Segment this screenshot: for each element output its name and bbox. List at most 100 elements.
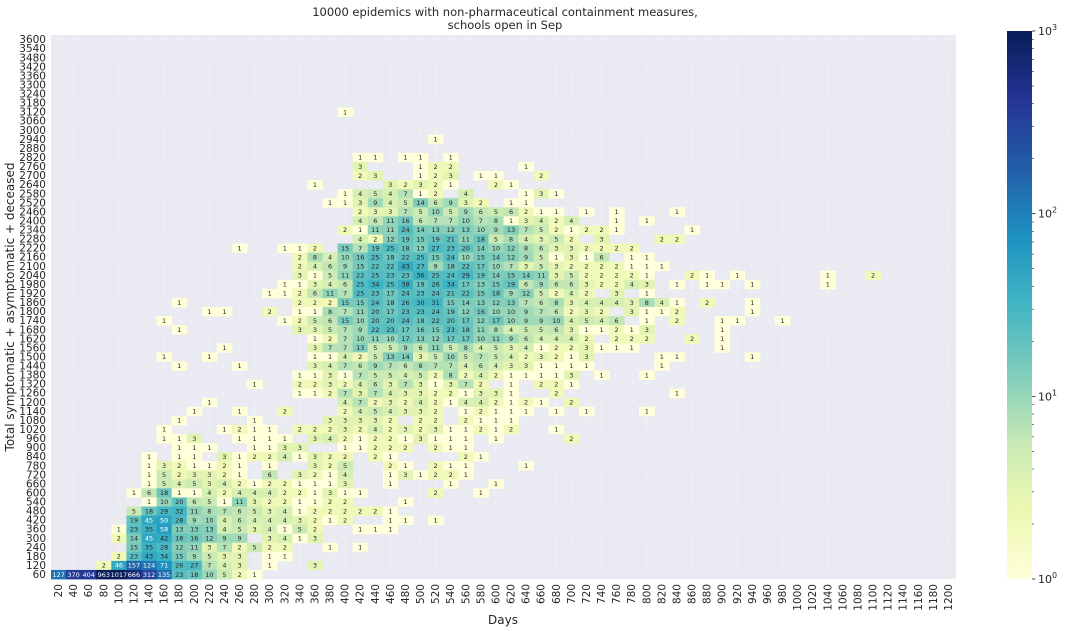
cell-value: 23 bbox=[175, 571, 183, 579]
zero-cell-value: 0 bbox=[404, 572, 408, 578]
heatmap-cell bbox=[699, 279, 716, 290]
zero-cell-value: 0 bbox=[886, 47, 890, 53]
zero-cell-value: 0 bbox=[374, 137, 378, 143]
cell-value: 13 bbox=[507, 299, 515, 307]
heatmap-cell bbox=[413, 370, 429, 380]
heatmap-cell bbox=[594, 316, 610, 326]
zero-cell-value: 0 bbox=[690, 282, 694, 288]
heatmap-cell bbox=[201, 560, 218, 571]
heatmap-cell bbox=[367, 288, 384, 299]
cell-value: 2 bbox=[298, 426, 302, 434]
zero-cell-value: 0 bbox=[932, 319, 936, 325]
heatmap-cell bbox=[307, 279, 323, 290]
heatmap-cell bbox=[141, 551, 157, 562]
zero-cell-value: 0 bbox=[72, 65, 76, 71]
zero-cell-value: 0 bbox=[87, 436, 91, 442]
zero-cell-value: 0 bbox=[494, 491, 498, 497]
zero-cell-value: 0 bbox=[675, 346, 679, 352]
zero-cell-value: 0 bbox=[87, 219, 91, 225]
zero-cell-value: 0 bbox=[856, 137, 860, 143]
zero-cell-value: 0 bbox=[781, 382, 785, 388]
zero-cell-value: 0 bbox=[720, 545, 724, 551]
cell-value: 1 bbox=[358, 435, 362, 443]
x-tick-label: 40 bbox=[68, 584, 80, 597]
zero-cell-value: 0 bbox=[72, 47, 76, 53]
heatmap-cell bbox=[352, 352, 369, 362]
heatmap-cell bbox=[382, 334, 399, 344]
zero-cell-value: 0 bbox=[298, 418, 302, 424]
zero-cell-value: 0 bbox=[494, 146, 498, 152]
heatmap-cell bbox=[488, 388, 504, 399]
zero-cell-value: 0 bbox=[705, 500, 709, 506]
cell-value: 1 bbox=[192, 453, 196, 461]
zero-cell-value: 0 bbox=[841, 246, 845, 252]
zero-cell-value: 0 bbox=[479, 446, 483, 452]
zero-cell-value: 0 bbox=[419, 65, 423, 71]
cell-value: 1 bbox=[434, 380, 438, 388]
zero-cell-value: 0 bbox=[705, 554, 709, 560]
zero-cell-value: 0 bbox=[886, 101, 890, 107]
zero-cell-value: 0 bbox=[162, 300, 166, 306]
zero-cell-value: 0 bbox=[313, 101, 317, 107]
zero-cell-value: 0 bbox=[736, 500, 740, 506]
zero-cell-value: 0 bbox=[660, 337, 664, 343]
zero-cell-value: 0 bbox=[208, 38, 212, 44]
zero-cell-value: 0 bbox=[539, 110, 543, 116]
heatmap-cell bbox=[428, 397, 444, 408]
zero-cell-value: 0 bbox=[343, 155, 347, 161]
zero-cell-value: 0 bbox=[524, 427, 528, 433]
zero-cell-value: 0 bbox=[751, 201, 755, 207]
zero-cell-value: 0 bbox=[901, 337, 905, 343]
zero-cell-value: 0 bbox=[826, 319, 830, 325]
zero-cell-value: 0 bbox=[871, 56, 875, 62]
heatmap-cell bbox=[397, 343, 414, 353]
heatmap-cell bbox=[156, 533, 173, 544]
zero-cell-value: 0 bbox=[343, 128, 347, 134]
cell-value: 24 bbox=[431, 308, 439, 316]
cell-value: 12 bbox=[462, 308, 470, 316]
x-tick-label: 140 bbox=[144, 584, 156, 604]
cell-value: 10 bbox=[477, 335, 485, 343]
zero-cell-value: 0 bbox=[389, 572, 393, 578]
zero-cell-value: 0 bbox=[886, 273, 890, 279]
zero-cell-value: 0 bbox=[751, 436, 755, 442]
cell-value: 1 bbox=[313, 308, 317, 316]
zero-cell-value: 0 bbox=[404, 174, 408, 180]
x-tick-label: 940 bbox=[747, 584, 759, 604]
zero-cell-value: 0 bbox=[781, 56, 785, 62]
heatmap-cell bbox=[262, 551, 278, 562]
zero-cell-value: 0 bbox=[208, 56, 212, 62]
zero-cell-value: 0 bbox=[208, 409, 212, 415]
zero-cell-value: 0 bbox=[871, 291, 875, 297]
zero-cell-value: 0 bbox=[298, 56, 302, 62]
zero-cell-value: 0 bbox=[132, 155, 136, 161]
heatmap-cell bbox=[367, 397, 384, 408]
cell-value: 3 bbox=[645, 281, 649, 289]
zero-cell-value: 0 bbox=[932, 110, 936, 116]
zero-cell-value: 0 bbox=[162, 373, 166, 379]
zero-cell-value: 0 bbox=[117, 264, 121, 270]
heatmap-cell bbox=[186, 542, 203, 553]
zero-cell-value: 0 bbox=[841, 264, 845, 270]
cell-value: 1 bbox=[464, 426, 468, 434]
zero-cell-value: 0 bbox=[419, 545, 423, 551]
heatmap-cell bbox=[428, 515, 444, 525]
cell-value: 2 bbox=[343, 516, 347, 524]
heatmap-cell bbox=[201, 479, 218, 489]
zero-cell-value: 0 bbox=[72, 436, 76, 442]
zero-cell-value: 0 bbox=[449, 83, 453, 89]
heatmap-cell bbox=[337, 198, 354, 208]
heatmap-cell bbox=[292, 288, 308, 299]
zero-cell-value: 0 bbox=[871, 328, 875, 334]
zero-cell-value: 0 bbox=[57, 38, 61, 44]
cell-value: 13 bbox=[462, 226, 470, 234]
zero-cell-value: 0 bbox=[72, 183, 76, 189]
zero-cell-value: 0 bbox=[630, 391, 634, 397]
cell-value: 5 bbox=[494, 208, 498, 216]
heatmap-cell bbox=[518, 161, 535, 172]
zero-cell-value: 0 bbox=[796, 273, 800, 279]
zero-cell-value: 0 bbox=[539, 92, 543, 98]
x-tick-label: 980 bbox=[777, 584, 789, 604]
zero-cell-value: 0 bbox=[389, 119, 393, 125]
zero-cell-value: 0 bbox=[57, 201, 61, 207]
